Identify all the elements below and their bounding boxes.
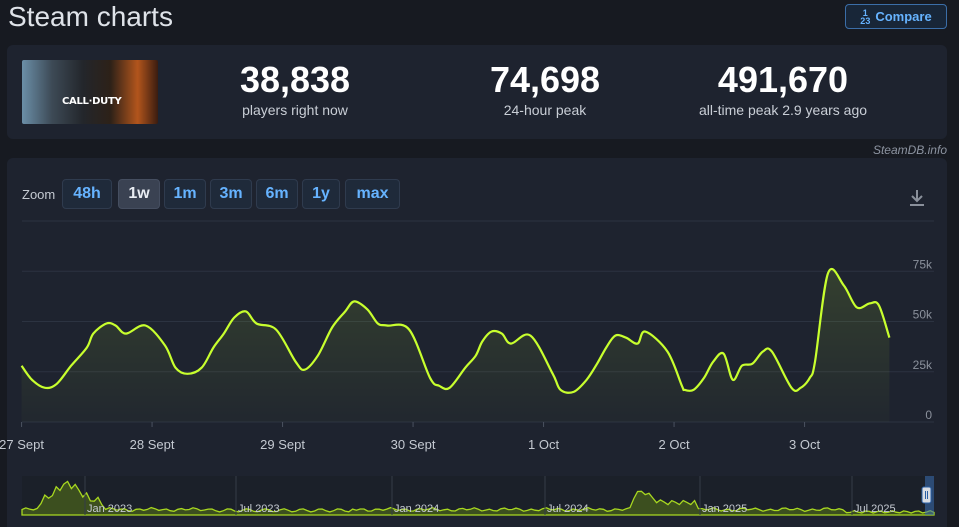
stat-all-time-peak: 491,670 all-time peak 2.9 years ago [668,59,898,119]
compare-button[interactable]: 1 23 Compare [845,4,947,29]
stat-24h-peak: 74,698 24-hour peak [430,59,660,119]
zoom-48h-button[interactable]: 48h [62,179,112,209]
page-title: Steam charts [8,1,173,32]
steamdb-credit-link[interactable]: SteamDB.info [872,143,947,157]
zoom-1m-button[interactable]: 1m [164,179,206,209]
stats-panel: CALL·DUTY 38,838 players right now 74,69… [7,45,947,139]
stat-value: 491,670 [717,59,849,100]
zoom-3m-button[interactable]: 3m [210,179,252,209]
download-icon[interactable] [907,188,927,208]
zoom-1w-button[interactable]: 1w [118,179,160,209]
stat-label: 24-hour peak [503,102,587,118]
zoom-label: Zoom [22,187,56,202]
compare-label: Compare [875,9,932,24]
chart-panel: Zoom 48h 1w 1m 3m 6m 1y max [7,158,947,527]
game-cover-image[interactable]: CALL·DUTY [22,60,158,124]
game-logo: CALL·DUTY [62,96,122,107]
stat-label: all-time peak 2.9 years ago [698,102,868,118]
compare-icon: 1 23 [860,7,871,26]
zoom-6m-button[interactable]: 6m [256,179,298,209]
stat-current-players: 38,838 players right now [180,59,410,119]
stat-value: 38,838 [239,59,351,100]
zoom-1y-button[interactable]: 1y [302,179,340,209]
stat-label: players right now [242,102,348,118]
stat-value: 74,698 [489,59,601,100]
zoom-max-button[interactable]: max [345,179,400,209]
